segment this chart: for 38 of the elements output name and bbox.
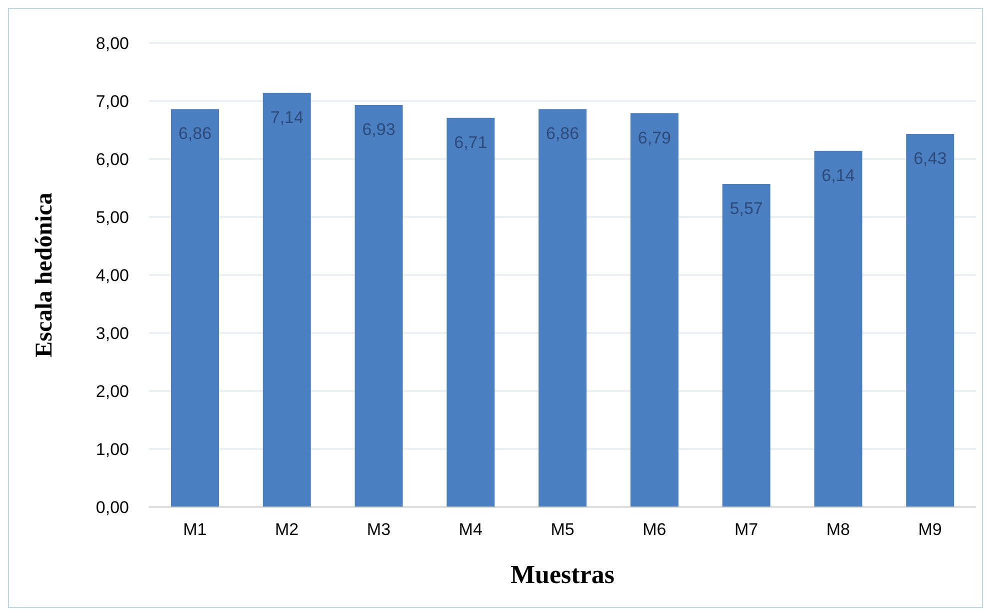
data-label: 6,86 [546,124,580,144]
y-tick-label: 6,00 [96,150,129,170]
y-tick-label: 4,00 [96,266,129,286]
y-tick-label: 8,00 [96,34,129,54]
x-tick-label: M7 [734,520,758,540]
y-tick-label: 0,00 [96,498,129,518]
y-tick-label: 3,00 [96,324,129,344]
bar [262,92,311,507]
x-tick-label: M5 [550,520,574,540]
bar [446,118,495,507]
data-label: 5,57 [730,199,763,218]
bar [722,184,770,507]
x-tick-label: M8 [826,520,850,540]
bar [354,105,403,507]
bar [171,109,219,507]
x-tick-label: M4 [458,520,482,540]
data-label: 6,71 [454,132,488,152]
data-label: 6,43 [914,149,947,168]
x-tick-label: M6 [642,520,666,540]
x-tick-label: M2 [275,520,299,540]
y-tick-label: 2,00 [96,382,129,402]
data-label: 6,14 [822,166,855,185]
data-label: 6,93 [362,120,396,140]
y-tick-label: 5,00 [96,208,129,228]
y-tick-label: 7,00 [96,92,129,112]
y-tick-label: 1,00 [96,440,129,460]
data-label: 6,86 [178,124,212,144]
x-tick-label: M3 [366,520,391,540]
bar [630,113,678,507]
x-tick-label: M1 [183,520,207,540]
x-axis-title: Muestras [510,560,614,589]
bar [538,109,587,507]
data-label: 7,14 [270,108,304,127]
bar [906,134,954,507]
bar [814,150,862,507]
data-label: 6,79 [638,128,671,148]
y-axis-title: Escala hedónica [32,192,58,358]
x-tick-label: M9 [918,520,942,540]
